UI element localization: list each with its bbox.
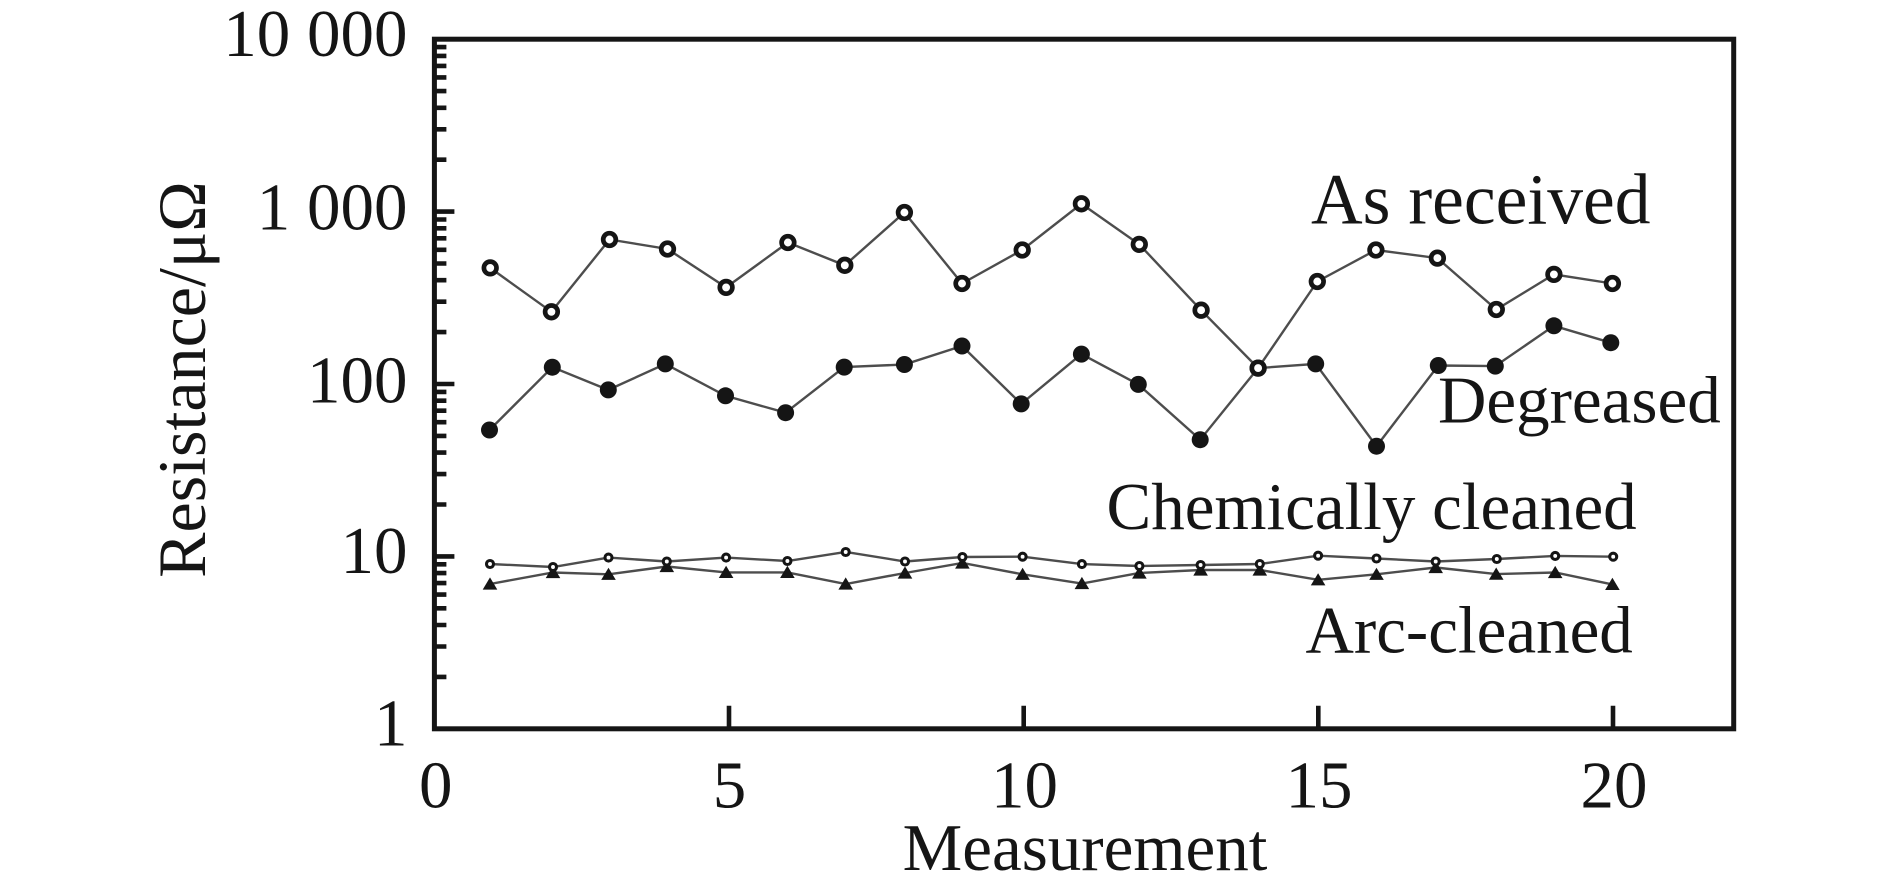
- svg-text:5: 5: [713, 749, 747, 823]
- svg-text:As received: As received: [1311, 161, 1650, 240]
- svg-text:20: 20: [1581, 749, 1648, 823]
- svg-text:1 000: 1 000: [257, 171, 408, 245]
- svg-text:1: 1: [374, 687, 408, 761]
- svg-text:Degreased: Degreased: [1438, 363, 1721, 437]
- svg-text:Measurement: Measurement: [903, 811, 1268, 885]
- svg-text:Resistance/μΩ: Resistance/μΩ: [144, 181, 220, 578]
- svg-text:10 000: 10 000: [223, 0, 407, 71]
- svg-text:0: 0: [419, 749, 453, 823]
- svg-text:Arc-cleaned: Arc-cleaned: [1306, 594, 1633, 668]
- svg-text:100: 100: [307, 344, 408, 418]
- svg-text:10: 10: [991, 749, 1058, 823]
- svg-text:10: 10: [341, 514, 408, 588]
- svg-text:Chemically cleaned: Chemically cleaned: [1107, 470, 1637, 544]
- svg-text:15: 15: [1286, 749, 1353, 823]
